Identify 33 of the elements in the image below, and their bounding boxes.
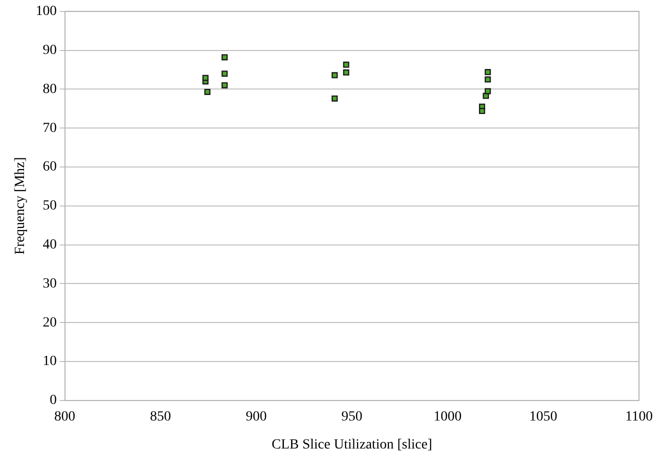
point	[204, 88, 210, 95]
y-tick-label: 100	[36, 4, 57, 20]
point	[222, 54, 228, 60]
point	[332, 95, 338, 102]
y-tick-label: 40	[42, 237, 57, 252]
y-axis-title: Frequency [Mhz]	[13, 157, 28, 255]
y-tick-label: 70	[42, 120, 57, 136]
point	[343, 69, 350, 76]
y-tick-label: 10	[42, 354, 57, 370]
point	[343, 62, 350, 68]
y-tick-label: 30	[42, 276, 57, 292]
point	[332, 72, 338, 78]
y-tick-label: 50	[42, 198, 57, 214]
y-tick-label: 60	[42, 160, 57, 175]
y-tick-label: 80	[42, 82, 57, 97]
y-tick-label: 20	[42, 315, 57, 330]
x-axis-title: CLB Slice Utilization [slice]	[272, 437, 432, 452]
y-tick-label: 0	[50, 393, 57, 408]
x-tick-label: 1050	[529, 409, 558, 424]
point	[484, 69, 491, 76]
x-tick-label: 950	[341, 409, 362, 424]
x-tick-label: 800	[54, 409, 76, 424]
point	[202, 74, 209, 81]
x-tick-label: 1100	[625, 409, 653, 424]
x-tick-label: 900	[246, 409, 267, 424]
point	[484, 88, 491, 94]
point	[222, 70, 228, 77]
y-tick-label: 90	[42, 42, 57, 58]
point	[222, 82, 228, 88]
x-tick-label: 1000	[434, 409, 462, 424]
x-tick-label: 850	[150, 409, 171, 424]
point	[478, 108, 486, 114]
point	[484, 76, 491, 83]
